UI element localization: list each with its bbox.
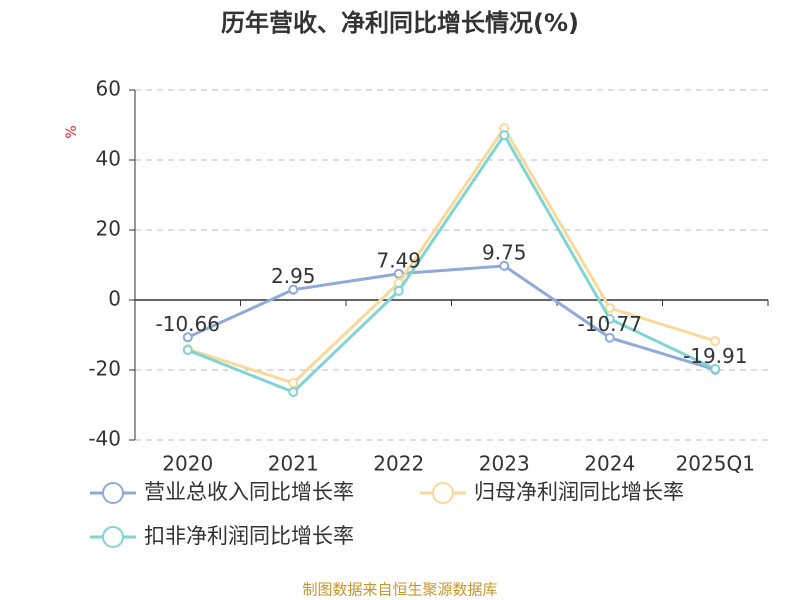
chart-title: 历年营收、净利同比增长情况(%) — [221, 9, 579, 37]
data-label: 7.49 — [376, 248, 421, 272]
data-label: 9.75 — [482, 240, 527, 264]
data-point — [710, 363, 721, 374]
y-tick-label: 0 — [108, 287, 121, 311]
data-point — [393, 285, 404, 296]
data-point — [288, 284, 299, 295]
data-point — [604, 303, 615, 314]
data-label: -19.91 — [683, 344, 747, 368]
x-tick-label: 2021 — [268, 452, 319, 476]
x-tick-label: 2020 — [162, 452, 213, 476]
source-note: 制图数据来自恒生聚源数据库 — [302, 581, 497, 599]
series-line — [187, 125, 716, 385]
y-axis-label: % — [64, 125, 80, 138]
data-point — [499, 130, 510, 141]
y-tick-label: 20 — [96, 217, 121, 241]
data-point — [288, 387, 299, 398]
series-line — [187, 264, 716, 372]
legend-label: 归母净利润同比增长率 — [474, 480, 684, 504]
data-point — [393, 268, 404, 279]
legend-label: 营业总收入同比增长率 — [144, 480, 354, 504]
legend-marker — [102, 482, 124, 504]
x-tick-label: 2025Q1 — [676, 452, 755, 476]
data-label: -10.66 — [156, 312, 220, 336]
x-tick-label: 2024 — [584, 452, 635, 476]
y-tick-label: -20 — [88, 357, 121, 381]
x-tick-label: 2022 — [373, 452, 424, 476]
legend-marker — [432, 482, 454, 504]
y-tick-label: 60 — [96, 77, 121, 101]
data-label: 2.95 — [271, 264, 316, 288]
data-point — [288, 377, 299, 388]
data-label: -10.77 — [578, 312, 642, 336]
x-tick-label: 2023 — [479, 452, 530, 476]
data-point — [182, 345, 193, 356]
data-point — [710, 335, 721, 346]
data-point — [182, 332, 193, 343]
data-point — [604, 332, 615, 343]
data-point — [604, 313, 615, 324]
y-tick-label: -40 — [88, 427, 121, 451]
data-point — [499, 260, 510, 271]
y-tick-label: 40 — [96, 147, 121, 171]
series-line — [187, 132, 716, 394]
legend-label: 扣非净利润同比增长率 — [144, 524, 354, 548]
legend-marker — [102, 526, 124, 548]
